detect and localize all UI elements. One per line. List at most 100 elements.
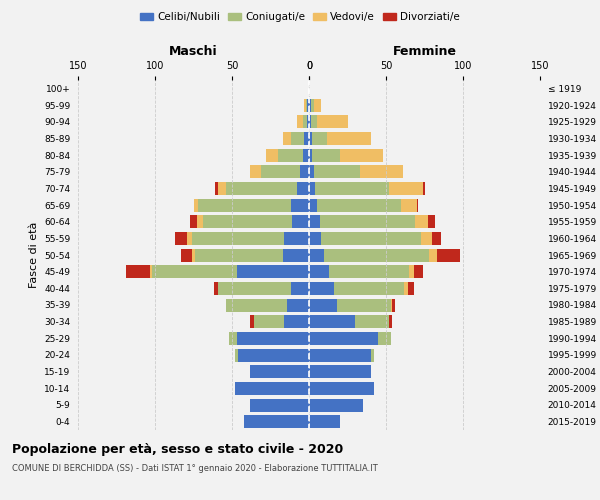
- Bar: [307, 115, 309, 128]
- Bar: [309, 398, 363, 411]
- Bar: [415, 215, 428, 228]
- Bar: [314, 165, 360, 178]
- Bar: [307, 98, 309, 112]
- Bar: [421, 232, 432, 245]
- Bar: [309, 198, 317, 211]
- Bar: [296, 115, 303, 128]
- Bar: [214, 282, 218, 295]
- Bar: [309, 282, 334, 295]
- Bar: [429, 248, 437, 262]
- Bar: [235, 348, 238, 362]
- Bar: [266, 148, 278, 162]
- Bar: [197, 215, 203, 228]
- Bar: [311, 98, 314, 112]
- Bar: [250, 398, 309, 411]
- Bar: [309, 382, 374, 395]
- Bar: [287, 298, 309, 312]
- Bar: [290, 132, 304, 145]
- Bar: [409, 265, 414, 278]
- Bar: [379, 332, 391, 345]
- Bar: [203, 215, 292, 228]
- Bar: [175, 232, 187, 245]
- Bar: [300, 165, 309, 178]
- Bar: [226, 298, 287, 312]
- Bar: [407, 282, 414, 295]
- Title: Femmine: Femmine: [392, 45, 457, 58]
- Text: Popolazione per età, sesso e stato civile - 2020: Popolazione per età, sesso e stato civil…: [12, 442, 343, 456]
- Bar: [389, 315, 392, 328]
- Bar: [292, 215, 309, 228]
- Bar: [193, 198, 198, 211]
- Bar: [283, 132, 290, 145]
- Bar: [317, 115, 347, 128]
- Bar: [250, 165, 261, 178]
- Bar: [181, 248, 192, 262]
- Bar: [311, 115, 317, 128]
- Bar: [309, 132, 312, 145]
- Title: Maschi: Maschi: [169, 45, 218, 58]
- Bar: [152, 265, 236, 278]
- Bar: [371, 348, 374, 362]
- Bar: [309, 215, 320, 228]
- Bar: [309, 98, 311, 112]
- Bar: [296, 182, 309, 195]
- Bar: [392, 298, 395, 312]
- Bar: [334, 282, 404, 295]
- Bar: [236, 332, 309, 345]
- Bar: [218, 282, 290, 295]
- Bar: [428, 215, 435, 228]
- Bar: [254, 315, 284, 328]
- Bar: [337, 298, 391, 312]
- Bar: [309, 115, 311, 128]
- Bar: [306, 98, 307, 112]
- Bar: [309, 332, 379, 345]
- Bar: [315, 182, 389, 195]
- Bar: [235, 382, 309, 395]
- Bar: [151, 265, 152, 278]
- Bar: [126, 265, 151, 278]
- Bar: [303, 148, 309, 162]
- Bar: [309, 248, 325, 262]
- Bar: [404, 282, 407, 295]
- Bar: [312, 132, 328, 145]
- Bar: [250, 315, 254, 328]
- Bar: [309, 232, 322, 245]
- Bar: [192, 248, 195, 262]
- Bar: [309, 182, 315, 195]
- Legend: Celibi/Nubili, Coniugati/e, Vedovi/e, Divorziati/e: Celibi/Nubili, Coniugati/e, Vedovi/e, Di…: [136, 8, 464, 26]
- Bar: [360, 165, 403, 178]
- Bar: [278, 148, 303, 162]
- Bar: [309, 298, 337, 312]
- Bar: [309, 265, 329, 278]
- Bar: [192, 232, 284, 245]
- Bar: [261, 165, 300, 178]
- Bar: [283, 248, 309, 262]
- Bar: [195, 248, 283, 262]
- Bar: [325, 248, 429, 262]
- Bar: [437, 248, 460, 262]
- Bar: [320, 215, 415, 228]
- Bar: [309, 148, 312, 162]
- Bar: [314, 98, 322, 112]
- Bar: [322, 232, 421, 245]
- Bar: [290, 198, 309, 211]
- Bar: [312, 148, 340, 162]
- Bar: [304, 98, 306, 112]
- Bar: [226, 182, 296, 195]
- Bar: [236, 265, 309, 278]
- Bar: [303, 115, 307, 128]
- Bar: [401, 198, 417, 211]
- Bar: [328, 132, 371, 145]
- Bar: [198, 198, 290, 211]
- Bar: [250, 365, 309, 378]
- Bar: [309, 165, 314, 178]
- Bar: [238, 348, 309, 362]
- Bar: [304, 132, 309, 145]
- Bar: [317, 198, 401, 211]
- Bar: [187, 232, 192, 245]
- Bar: [309, 415, 340, 428]
- Bar: [284, 232, 309, 245]
- Text: COMUNE DI BERCHIDDA (SS) - Dati ISTAT 1° gennaio 2020 - Elaborazione TUTTITALIA.: COMUNE DI BERCHIDDA (SS) - Dati ISTAT 1°…: [12, 464, 378, 473]
- Bar: [423, 182, 425, 195]
- Bar: [309, 348, 371, 362]
